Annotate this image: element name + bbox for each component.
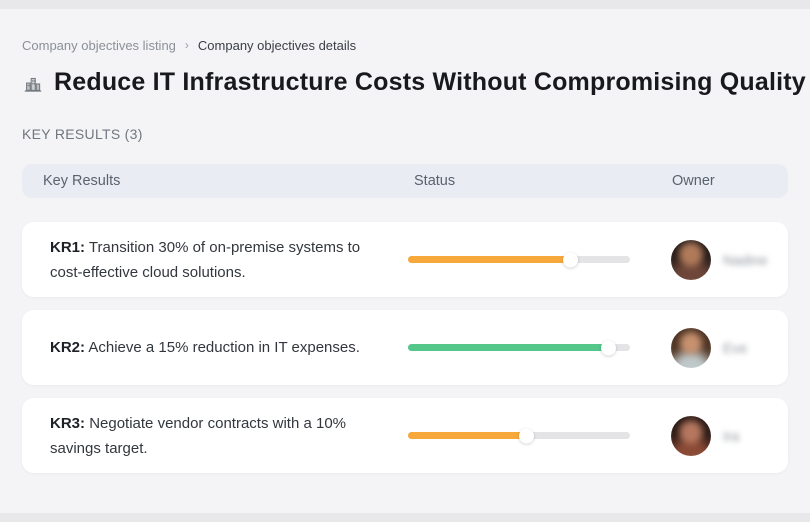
kr3-slider-thumb[interactable] [518, 428, 534, 443]
kr3-status-cell [408, 428, 650, 443]
kr2-slider-thumb[interactable] [600, 340, 616, 355]
buildings-icon [22, 72, 44, 94]
kr2-progress-fill [408, 340, 616, 355]
table-row-kr1[interactable]: KR1: Transition 30% of on-premise system… [22, 222, 788, 297]
kr1-text: Transition 30% of on-premise systems to … [50, 238, 361, 281]
table-header: Key Results Status Owner [22, 164, 788, 198]
key-results-section-label: KEY RESULTS (3) [22, 126, 143, 142]
kr1-progress-slider[interactable] [408, 252, 630, 267]
column-header-key-results: Key Results [43, 173, 121, 189]
column-header-status: Status [414, 173, 456, 189]
avatar [671, 327, 711, 368]
kr3-owner-cell: Ira [650, 415, 788, 456]
breadcrumb-objectives-details[interactable]: Company objectives details [197, 38, 357, 53]
bottom-edge [0, 513, 810, 522]
kr3-owner-name: Ira [723, 427, 740, 444]
key-results-list: KR1: Transition 30% of on-premise system… [22, 222, 788, 473]
avatar [671, 239, 711, 280]
chevron-right-icon: › [184, 37, 189, 52]
avatar [671, 415, 711, 456]
kr1-label: KR1: [50, 238, 86, 256]
kr2-label: KR2: [50, 339, 86, 356]
kr2-owner-cell: Eve [650, 327, 788, 368]
breadcrumb: Company objectives listing › Company obj… [22, 37, 788, 54]
kr3-progress-fill [408, 428, 534, 443]
kr2-status-cell [408, 340, 650, 355]
table-row-kr3[interactable]: KR3: Negotiate vendor contracts with a 1… [22, 398, 788, 473]
kr2-progress-slider[interactable] [408, 340, 630, 355]
kr1-owner-name: Nadine [723, 251, 768, 268]
kr1-progress-fill [408, 252, 579, 267]
column-header-owner: Owner [672, 173, 715, 189]
content-area: Company objectives listing › Company obj… [22, 9, 806, 473]
title-row: Reduce IT Infrastructure Costs Without C… [22, 68, 806, 97]
kr3-text: Negotiate vendor contracts with a 10% sa… [50, 414, 346, 457]
kr1-status-cell [408, 252, 650, 267]
page-title: Reduce IT Infrastructure Costs Without C… [54, 68, 806, 96]
kr1-description: KR1: Transition 30% of on-premise system… [22, 235, 390, 285]
kr3-label: KR3: [50, 414, 86, 432]
kr1-slider-thumb[interactable] [563, 252, 579, 267]
breadcrumb-objectives-listing[interactable]: Company objectives listing [22, 38, 176, 53]
kr1-owner-cell: Nadine [650, 239, 788, 280]
kr2-owner-name: Eve [723, 339, 748, 356]
kr2-text: Achieve a 15% reduction in IT expenses. [88, 339, 360, 356]
kr2-description: KR2: Achieve a 15% reduction in IT expen… [22, 335, 390, 360]
top-edge [0, 0, 810, 9]
kr3-description: KR3: Negotiate vendor contracts with a 1… [22, 411, 390, 461]
kr3-progress-slider[interactable] [408, 428, 630, 443]
table-row-kr2[interactable]: KR2: Achieve a 15% reduction in IT expen… [22, 310, 788, 385]
